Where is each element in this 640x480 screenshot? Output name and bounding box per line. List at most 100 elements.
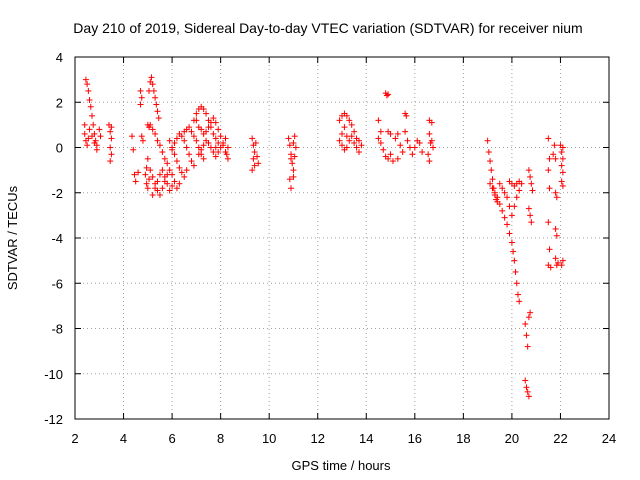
data-point	[154, 137, 161, 144]
data-point	[152, 185, 159, 192]
data-point	[183, 144, 190, 151]
data-point	[193, 110, 200, 117]
data-point	[419, 149, 426, 156]
data-point	[355, 149, 362, 156]
data-point	[504, 221, 511, 228]
data-point	[250, 155, 257, 162]
data-point	[173, 158, 180, 165]
data-point	[291, 153, 298, 160]
data-point	[173, 135, 180, 142]
data-point	[292, 144, 299, 151]
x-tick-label: 4	[120, 431, 127, 446]
y-tick-label: -6	[51, 276, 63, 291]
data-point	[511, 257, 518, 264]
data-point	[496, 201, 503, 208]
data-point	[397, 142, 404, 149]
data-point	[487, 158, 494, 165]
data-point	[155, 115, 162, 122]
data-point	[525, 393, 532, 400]
x-tick-label: 20	[505, 431, 519, 446]
data-point	[210, 130, 217, 137]
data-point	[176, 164, 183, 171]
y-tick-label: 4	[56, 50, 63, 65]
data-point	[203, 110, 210, 117]
data-point	[484, 137, 491, 144]
data-point	[510, 248, 517, 255]
data-point	[341, 124, 348, 131]
y-tick-label: -8	[51, 322, 63, 337]
y-tick-label: 2	[56, 95, 63, 110]
data-point	[553, 232, 560, 239]
data-point	[527, 173, 534, 180]
data-point	[137, 101, 144, 108]
data-point	[375, 117, 382, 124]
data-point	[516, 298, 523, 305]
data-point	[402, 128, 409, 135]
data-point	[90, 121, 97, 128]
data-point	[169, 182, 176, 189]
data-point	[343, 144, 350, 151]
data-point	[171, 178, 178, 185]
data-point	[178, 169, 185, 176]
data-point	[108, 135, 115, 142]
data-point	[547, 264, 554, 271]
data-point	[552, 155, 559, 162]
data-point	[377, 139, 384, 146]
y-tick-label: -4	[51, 231, 63, 246]
data-point	[159, 149, 166, 156]
data-point	[528, 180, 535, 187]
data-point	[522, 320, 529, 327]
data-point	[161, 173, 168, 180]
data-point	[385, 155, 392, 162]
data-point	[147, 121, 154, 128]
data-point	[169, 146, 176, 153]
data-point	[135, 169, 142, 176]
data-point	[193, 117, 200, 124]
data-point	[485, 149, 492, 156]
data-point	[107, 158, 114, 165]
data-point	[93, 146, 100, 153]
data-point	[138, 94, 145, 101]
data-point	[494, 194, 501, 201]
data-point	[195, 151, 202, 158]
data-point	[394, 130, 401, 137]
data-point	[217, 133, 224, 140]
data-point	[149, 173, 156, 180]
data-point	[358, 142, 365, 149]
x-tick-label: 16	[408, 431, 422, 446]
data-point	[389, 158, 396, 165]
data-point	[215, 149, 222, 156]
y-tick-label: -2	[51, 186, 63, 201]
data-point	[255, 160, 262, 167]
data-point	[558, 178, 565, 185]
data-point	[488, 167, 495, 174]
data-point	[193, 137, 200, 144]
data-point	[522, 377, 529, 384]
data-point	[81, 130, 88, 137]
data-point	[558, 262, 565, 269]
data-point	[149, 81, 156, 88]
data-point	[499, 207, 506, 214]
data-point	[152, 94, 159, 101]
data-point	[130, 146, 137, 153]
data-point	[353, 135, 360, 142]
data-point	[169, 171, 176, 178]
data-point	[528, 219, 535, 226]
data-point	[426, 158, 433, 165]
data-point	[86, 126, 93, 133]
data-point	[85, 135, 92, 142]
data-point	[108, 151, 115, 158]
data-point	[200, 142, 207, 149]
data-point	[399, 149, 406, 156]
data-point	[348, 121, 355, 128]
data-point	[550, 151, 557, 158]
data-point	[223, 151, 230, 158]
data-point	[183, 167, 190, 174]
data-point	[555, 259, 562, 266]
data-point	[205, 124, 212, 131]
data-point	[353, 144, 360, 151]
data-point	[88, 133, 95, 140]
data-point	[215, 126, 222, 133]
